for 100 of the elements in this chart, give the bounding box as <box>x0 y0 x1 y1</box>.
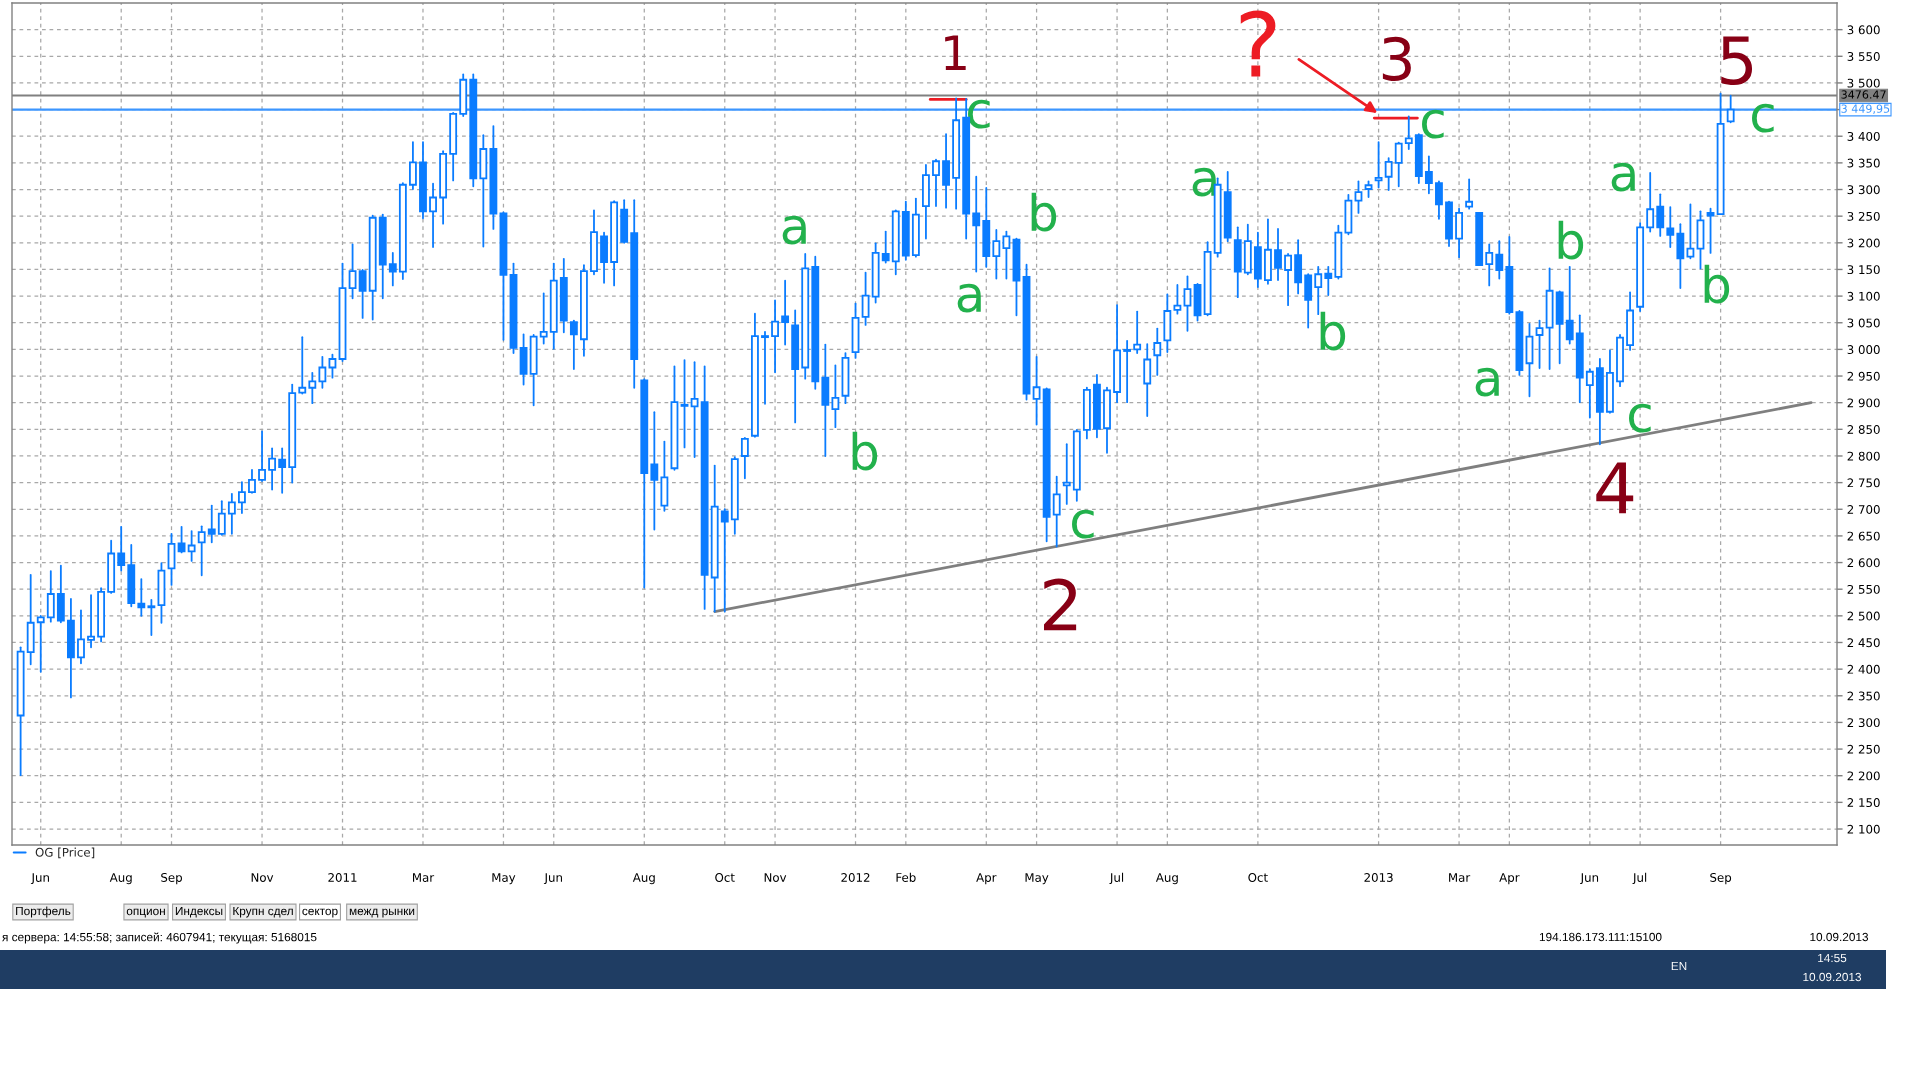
candlestick <box>932 158 940 207</box>
y-tick-label: 2 850 <box>1847 425 1880 434</box>
x-tick-label: Nov <box>251 873 274 882</box>
y-tick-label: 2 950 <box>1847 371 1880 381</box>
candlestick <box>1706 207 1715 254</box>
text: 194.186.173.111:15100 <box>1539 932 1662 942</box>
candlestick <box>740 436 749 480</box>
x-tick-label: May <box>1025 873 1049 885</box>
y-tick-label: 3 200 <box>1847 238 1880 248</box>
candlestick <box>761 330 769 405</box>
candlestick <box>1354 180 1363 214</box>
legend-label: OG [Price] <box>35 847 95 859</box>
candlestick <box>227 492 236 535</box>
candlestick <box>1585 368 1594 419</box>
candlestick <box>237 481 246 514</box>
candlestick <box>298 336 307 395</box>
candlestick <box>137 578 146 617</box>
candlestick <box>720 508 729 613</box>
text: опцион <box>126 908 165 918</box>
candlestick <box>207 504 216 544</box>
candlestick <box>87 594 95 649</box>
candlestick <box>569 319 578 371</box>
annotation: b <box>852 431 878 471</box>
candlestick <box>539 292 548 345</box>
candlestick <box>348 243 357 300</box>
candlestick <box>1374 141 1383 189</box>
candlestick <box>1565 265 1574 345</box>
candlestick <box>1666 206 1675 248</box>
x-tick-label: Mar <box>1449 873 1471 882</box>
annotation: ? <box>1240 10 1276 77</box>
candlestick <box>1284 253 1292 307</box>
candlestick <box>409 141 417 190</box>
text: межд рынки <box>349 908 415 918</box>
y-tick-label: 3 550 <box>1847 52 1880 61</box>
y-tick-label: 3 050 <box>1847 318 1880 328</box>
candlestick <box>972 175 981 273</box>
annotation: 5 <box>1721 36 1753 85</box>
x-tick-label: Apr <box>1499 873 1520 885</box>
x-tick-label: Aug <box>1155 873 1178 885</box>
candlestick <box>46 570 55 623</box>
x-tick-label: Oct <box>715 872 735 882</box>
annotation: 1 <box>945 35 966 71</box>
candlestick <box>187 530 196 562</box>
x-tick-label: Feb <box>896 872 916 882</box>
text: сектор <box>302 908 338 918</box>
candlestick <box>781 279 790 346</box>
y-tick-label: 3 400 <box>1847 131 1880 141</box>
x-tick-label: Jun <box>30 873 49 885</box>
candlestick <box>1153 327 1162 376</box>
candlestick <box>117 525 126 572</box>
y-tick-label: 3 100 <box>1847 291 1880 301</box>
candlestick <box>258 430 266 482</box>
candlestick <box>1686 203 1695 260</box>
y-tick-label: 2 900 <box>1847 398 1880 408</box>
candlestick <box>1123 339 1132 404</box>
text: я сервера: 14:55:58; записей: 4607941; текущая: 5168015 <box>2 932 317 944</box>
x-tick-label: May <box>492 873 516 885</box>
y-tick-label: 2 250 <box>1847 744 1880 754</box>
annotation: a <box>1475 367 1499 397</box>
text: 10.09.2013 <box>1803 972 1862 982</box>
candlestick <box>942 133 950 209</box>
annotation: b <box>1704 264 1730 304</box>
x-tick-label: Oct <box>1248 872 1268 882</box>
candlestick <box>1062 443 1071 505</box>
ref-line-label: 3 449,95 <box>1841 104 1890 114</box>
annotation: 3 <box>1382 36 1411 81</box>
x-tick-label: Nov <box>764 873 787 882</box>
candlestick <box>1133 310 1142 355</box>
x-tick-label: 2013 <box>1364 872 1393 882</box>
y-tick-label: 2 500 <box>1847 611 1880 621</box>
candlestick <box>1465 178 1474 210</box>
annotation: a <box>957 283 981 313</box>
candlestick <box>1032 355 1041 426</box>
candlestick <box>248 468 256 494</box>
y-tick-label: 2 450 <box>1847 638 1880 648</box>
y-tick-label: 2 150 <box>1847 798 1880 808</box>
annotation: c <box>1422 109 1444 139</box>
y-tick-label: 2 700 <box>1847 504 1880 514</box>
candlestick <box>318 355 327 389</box>
candlestick <box>1384 157 1393 191</box>
candlestick <box>197 525 206 577</box>
x-tick-label: 2012 <box>841 872 870 882</box>
x-tick-label: Sep <box>1710 872 1732 885</box>
y-tick-label: 2 750 <box>1847 478 1880 488</box>
y-tick-label: 2 350 <box>1847 691 1880 701</box>
ref-line-label: 3476.47 <box>1841 90 1886 99</box>
candlestick <box>1656 193 1665 237</box>
candlestick <box>1535 319 1544 369</box>
candlestick <box>1646 172 1655 233</box>
candlestick <box>1183 275 1192 332</box>
x-tick-label: Sep <box>161 872 182 885</box>
candlestick <box>1495 240 1504 280</box>
candlestick <box>268 447 277 491</box>
y-tick-label: 3 600 <box>1847 25 1880 35</box>
annotation: a <box>1611 162 1635 192</box>
y-tick-label: 2 600 <box>1847 558 1880 568</box>
annotation: 2 <box>1044 578 1077 631</box>
candlestick <box>1002 230 1011 280</box>
candlestick <box>1143 343 1152 417</box>
y-tick-label: 3 300 <box>1847 185 1880 195</box>
